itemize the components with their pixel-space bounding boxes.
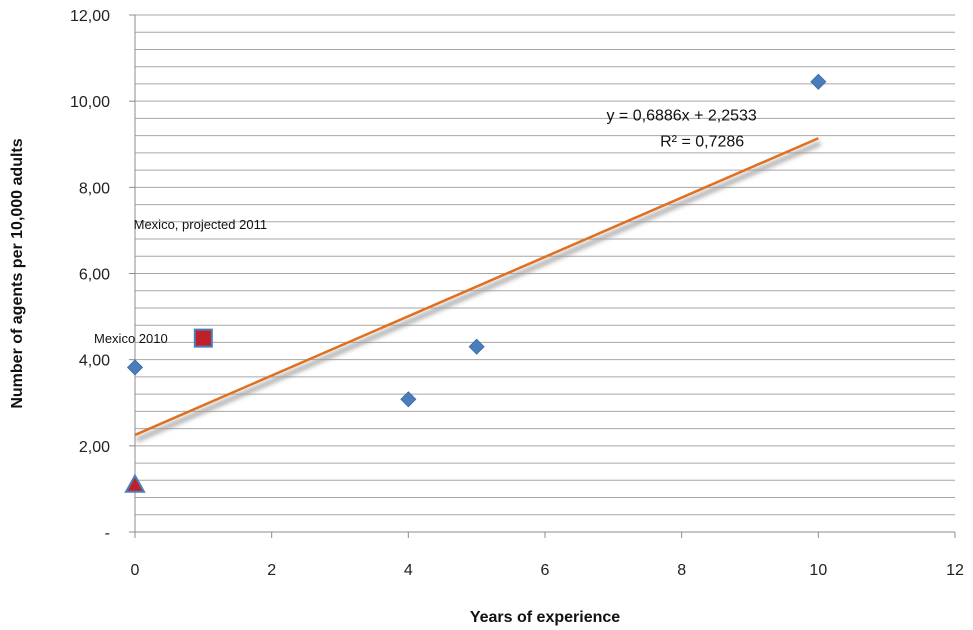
y-tick-label: 8,00 <box>79 180 110 197</box>
data-point-square <box>193 328 213 348</box>
annotation-mexico-projected-2011: Mexico, projected 2011 <box>134 217 267 232</box>
x-tick-label: 6 <box>541 562 550 579</box>
data-point-diamond <box>400 391 417 408</box>
trendline <box>134 137 819 437</box>
y-tick-label: - <box>105 525 110 542</box>
x-tick-label: 12 <box>946 562 964 579</box>
y-tick-label: 4,00 <box>79 353 110 370</box>
x-tick-label: 8 <box>677 562 686 579</box>
trendline-equation: y = 0,6886x + 2,2533 <box>606 108 756 125</box>
trendline-shadow <box>136 140 822 443</box>
axes <box>129 14 956 538</box>
x-tick-label: 2 <box>267 562 276 579</box>
x-tick-label: 4 <box>404 562 413 579</box>
y-tick-label: 12,00 <box>70 8 110 25</box>
x-tick-label: 10 <box>809 562 827 579</box>
data-point-diamond <box>126 359 144 376</box>
tick-labels: - 2,00 4,00 6,00 8,00 10,00 12,00 0 2 4 6 8 10 12 <box>70 8 964 579</box>
y-tick-label: 2,00 <box>79 439 110 456</box>
y-tick-label: 6,00 <box>79 267 110 284</box>
y-tick-label: 10,00 <box>70 94 110 111</box>
trendline-r-squared: R² = 0,7286 <box>660 133 744 150</box>
annotation-mexico-2010: Mexico 2010 <box>94 331 168 346</box>
data-point-diamond <box>810 73 827 90</box>
trendline-group <box>134 137 822 443</box>
data-points <box>124 73 827 493</box>
x-tick-label: 0 <box>131 562 140 579</box>
gridlines <box>135 14 955 516</box>
y-axis-title: Number of agents per 10,000 adults <box>9 138 26 408</box>
x-axis-title: Years of experience <box>470 609 620 626</box>
data-point-diamond <box>468 338 485 355</box>
data-point-triangle <box>124 473 146 493</box>
